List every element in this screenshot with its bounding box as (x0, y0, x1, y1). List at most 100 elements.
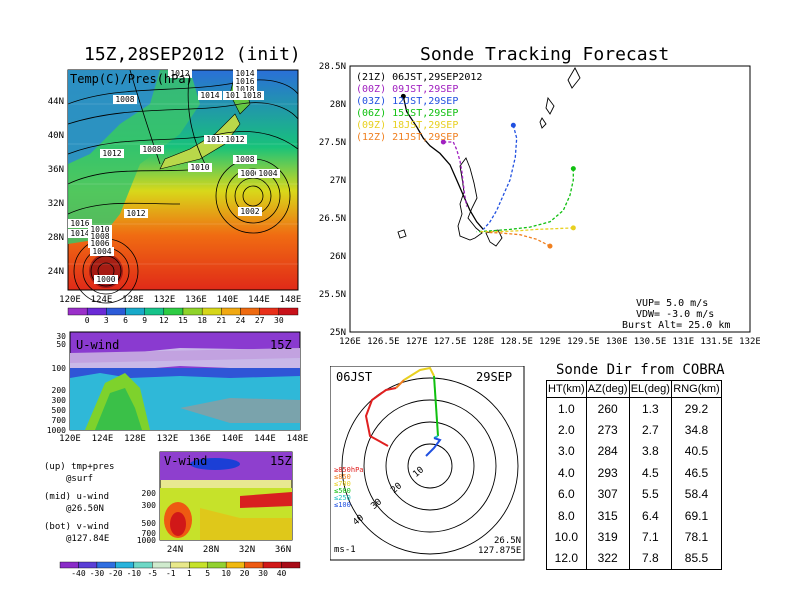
v-wind-time: 15Z (270, 454, 292, 468)
pressure-legend-item: ≤250 (334, 494, 351, 502)
track-lat-label: 25N (330, 328, 346, 338)
v-y-tick: 500 (142, 519, 157, 528)
cell: 58.4 (670, 483, 723, 505)
cell: 10.0 (546, 526, 587, 548)
pressure-legend-item: ≤700 (334, 480, 351, 488)
pressure-label-bg (223, 91, 247, 100)
track-lon-label: 131.5E (700, 337, 733, 347)
colorbar-swatch (201, 307, 222, 316)
v-x-tick: 28N (203, 545, 219, 555)
v-colorbar-swatch (78, 561, 98, 569)
track-title: Sonde Tracking Forecast (420, 44, 670, 65)
v-x-tick: 36N (275, 545, 291, 555)
cell: 7.1 (628, 526, 672, 548)
track-legend-2: (03Z) 12JST,29SEP (356, 96, 458, 107)
track-lat-label: 27.5N (319, 138, 346, 148)
v-colorbar-tick: 20 (240, 569, 250, 578)
pressure-label-bg (113, 95, 137, 104)
pressure-label: 1008 (235, 155, 254, 164)
track-lon-label: 130.5E (634, 337, 667, 347)
pressure-label: 1014 (235, 69, 254, 78)
polar-right-label: 29SEP (476, 370, 513, 384)
hodograph-segment-5 (425, 437, 442, 457)
colorbar-swatch (86, 307, 107, 316)
v-colorbar-swatch (133, 561, 153, 569)
pressure-label: 1010 (190, 163, 209, 172)
cell: 284 (585, 440, 630, 463)
map-lon-label: 132E (154, 295, 176, 305)
cell: 12.0 (546, 547, 587, 571)
pressure-label: 1012 (225, 135, 244, 144)
pressure-label-bg (88, 225, 112, 234)
col-ht: HT(km) (546, 380, 587, 398)
col-el: EL(deg) (628, 380, 672, 398)
map-lon-label: 140E (217, 295, 239, 305)
colorbar-swatch (278, 307, 299, 316)
track-legend-4: (09Z) 18JST,29SEP (356, 120, 458, 131)
pressure-legend-item: ≤100 (334, 501, 351, 509)
track-start-5 (547, 243, 553, 249)
map-title: 15Z,28SEP2012 (init) (84, 44, 301, 65)
v-colorbar-tick: 10 (221, 569, 231, 578)
pressure-label-bg (168, 69, 192, 78)
pressure-label-bg (240, 91, 264, 100)
pressure-label: 1012 (102, 149, 121, 158)
track-line-3 (476, 168, 574, 233)
track-lon-label: 128.5E (500, 337, 533, 347)
track-time-3: (06Z) 15JST,29SEP (356, 108, 459, 119)
u-x-tick: 128E (124, 434, 146, 444)
pressure-label-bg (68, 219, 92, 228)
pressure-label: 1018 (235, 85, 254, 94)
table-row: 2.0 273 2.7 34.8 (546, 419, 723, 441)
colorbar-tick: 24 (236, 316, 246, 324)
track-lat-label: 27N (330, 176, 346, 186)
hodograph-segment-2 (403, 366, 435, 381)
pressure-label: 1002 (240, 207, 259, 216)
pressure-label: 1004 (92, 247, 111, 256)
track-line-2 (482, 125, 518, 230)
cell: 4.0 (546, 462, 587, 484)
track-lat-label: 28N (330, 100, 346, 110)
pressure-label: 1012 (170, 69, 189, 78)
pressure-label: 1011 (206, 135, 225, 144)
v-colorbar-swatch (115, 561, 135, 569)
cell: 3.0 (546, 440, 587, 463)
pressure-label-bg (238, 207, 262, 216)
v-colorbar-swatch (59, 561, 79, 569)
col-az: AZ(deg) (585, 380, 630, 398)
track-time-1: (00Z) 09JST,29SEP (356, 84, 459, 95)
v-colorbar-swatch (170, 561, 190, 569)
pressure-label-bg (124, 209, 148, 218)
u-wind-label: U-wind (76, 338, 120, 352)
pressure-legend-item: ≤850 (334, 473, 351, 481)
track-legend-5: (12Z) 21JST,29SEP (356, 132, 458, 143)
table-title: Sonde Dir from COBRA (556, 362, 725, 378)
cell: 4.5 (628, 462, 672, 484)
colorbar-swatch (125, 307, 145, 316)
cell: 8.0 (546, 504, 587, 527)
pressure-label-bg (88, 239, 112, 248)
map-lat-label: 28N (48, 233, 64, 243)
note-mid-2: @26.50N (66, 504, 104, 514)
pressure-legend-item: ≥850hPa (334, 466, 364, 474)
cell: 1.3 (628, 397, 672, 420)
v-y-tick: 700 (142, 529, 157, 538)
pressure-label-bg (238, 169, 262, 178)
track-line-5 (486, 231, 551, 247)
track-lon-label: 131E (672, 337, 694, 347)
note-bot-2: @127.84E (66, 534, 110, 544)
pressure-label-bg (256, 169, 280, 178)
note-mid-1: (mid) u-wind (44, 492, 110, 502)
track-lon-label: 130E (606, 337, 628, 347)
map-lon-label: 144E (248, 295, 270, 305)
pressure-label-bg (100, 149, 124, 158)
track-lon-label: 129E (539, 337, 561, 347)
table-row: 8.0 315 6.4 69.1 (546, 504, 723, 527)
map-lat-label: 44N (48, 97, 64, 107)
track-time-2: (03Z) 12JST,29SEP (356, 96, 459, 107)
colorbar-swatch (221, 307, 241, 316)
note-bot-1: (bot) v-wind (44, 522, 110, 532)
pressure-label-bg (188, 163, 212, 172)
v-x-tick: 32N (239, 545, 255, 555)
